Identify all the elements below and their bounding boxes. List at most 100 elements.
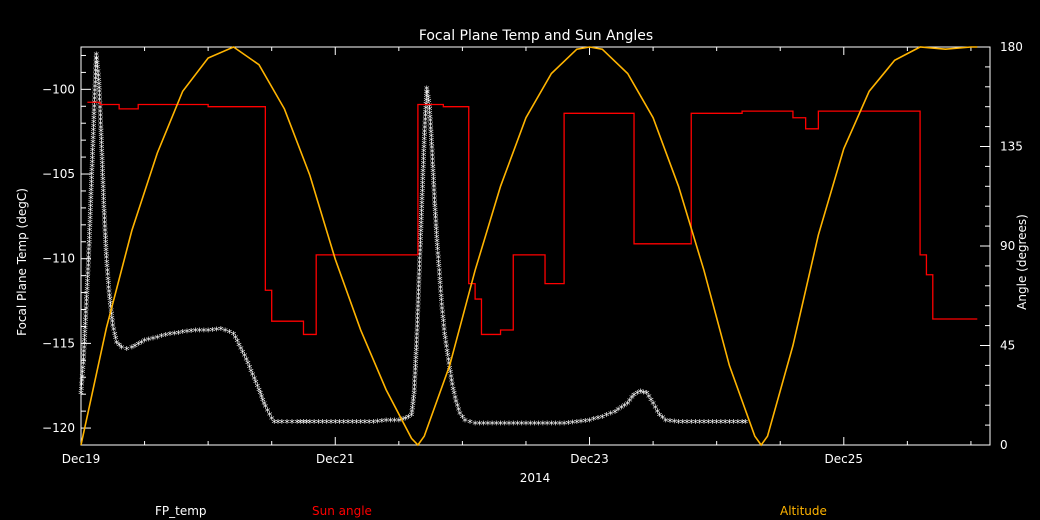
fp-temp-point: * (411, 388, 417, 401)
fp-temp-point: * (89, 165, 95, 178)
fp-temp-point: * (84, 288, 90, 301)
fp-temp-point: * (417, 250, 423, 263)
fp-temp-point: * (420, 162, 426, 175)
fp-temp-point: * (81, 354, 87, 367)
fp-temp-point: * (92, 101, 98, 114)
fp-temp-point: * (448, 367, 454, 380)
fp-temp-point: * (86, 253, 92, 266)
fp-temp-point: * (430, 154, 436, 167)
fp-temp-point: * (84, 292, 90, 305)
fp-temp-point: * (104, 257, 110, 270)
fp-temp-point: * (489, 419, 495, 432)
fp-temp-point: * (417, 266, 423, 279)
fp-temp-point: * (420, 174, 426, 187)
fp-temp-point: * (595, 413, 601, 426)
fp-temp-point: * (78, 388, 84, 401)
fp-temp-point: * (587, 415, 593, 428)
fp-temp-point: * (320, 417, 326, 430)
fp-temp-point: * (245, 358, 251, 371)
fp-temp-point: * (263, 402, 269, 415)
y2-tick-label: 135 (1000, 140, 1023, 154)
fp-temp-point: * (583, 416, 589, 429)
fp-temp-point: * (93, 57, 99, 70)
fp-temp-point: * (298, 417, 304, 430)
fp-temp-point: * (105, 265, 111, 278)
fp-temp-point: * (307, 417, 313, 430)
fp-temp-point: * (94, 49, 100, 62)
fp-temp-point: * (98, 110, 104, 123)
fp-temp-point: * (163, 330, 169, 343)
fp-temp-point: * (354, 417, 360, 430)
fp-temp-point: * (80, 359, 86, 372)
fp-temp-point: * (413, 353, 419, 366)
fp-temp-point: * (419, 214, 425, 227)
fp-temp-point: * (536, 419, 542, 432)
fp-temp-point: * (82, 335, 88, 348)
fp-temp-point: * (412, 369, 418, 382)
fp-temp-point: * (167, 329, 173, 342)
fp-temp-point: * (96, 83, 102, 96)
fp-temp-point: * (428, 116, 434, 129)
fp-temp-point: * (718, 417, 724, 430)
fp-temp-point: * (106, 278, 112, 291)
fp-temp-point: * (250, 370, 256, 383)
fp-temp-point: * (422, 126, 428, 139)
fp-temp-point: * (82, 339, 88, 352)
fp-temp-point: * (82, 331, 88, 344)
fp-temp-point: * (428, 120, 434, 133)
fp-temp-point: * (114, 337, 120, 350)
fp-temp-point: * (201, 326, 207, 339)
fp-temp-point: * (102, 214, 108, 227)
fp-temp-point: * (557, 419, 563, 432)
fp-temp-point: * (415, 313, 421, 326)
fp-temp-point: * (434, 224, 440, 237)
fp-temp-point: * (735, 417, 741, 430)
fp-temp-point: * (419, 210, 425, 223)
fp-temp-point: * (92, 89, 98, 102)
fp-temp-point: * (638, 386, 644, 399)
fp-temp-point: * (436, 261, 442, 274)
fp-temp-point: * (422, 119, 428, 132)
fp-temp-point: * (99, 142, 105, 155)
fp-temp-point: * (439, 299, 445, 312)
fp-temp-point: * (423, 103, 429, 116)
fp-temp-point: * (102, 218, 108, 231)
fp-temp-point: * (435, 240, 441, 253)
fp-temp-point: * (248, 366, 254, 379)
fp-temp-point: * (431, 182, 437, 195)
fp-temp-point: * (83, 307, 89, 320)
fp-temp-point: * (416, 282, 422, 295)
fp-temp-point: * (462, 415, 468, 428)
fp-temp-point: * (411, 392, 417, 405)
fp-temp-point: * (437, 270, 443, 283)
fp-temp-point: * (96, 79, 102, 92)
y2-tick-label: 0 (1000, 438, 1008, 452)
fp-temp-point: * (615, 405, 621, 418)
fp-temp-point: * (242, 351, 248, 364)
fp-temp-point: * (409, 410, 415, 423)
fp-temp-point: * (324, 417, 330, 430)
fp-temp-point: * (99, 146, 105, 159)
fp-temp-point: * (420, 170, 426, 183)
fp-temp-point: * (648, 395, 654, 408)
fp-temp-point: * (412, 376, 418, 389)
fp-temp-point: * (414, 337, 420, 350)
fp-temp-point: * (240, 347, 246, 360)
fp-temp-point: * (135, 339, 141, 352)
fp-temp-point: * (86, 245, 92, 258)
y2-tick-label: 90 (1000, 239, 1015, 253)
fp-temp-point: * (97, 87, 103, 100)
fp-temp-point: * (85, 280, 91, 293)
fp-temp-point: * (422, 134, 428, 147)
fp-temp-point: * (244, 354, 250, 367)
fp-temp-point: * (96, 75, 102, 88)
fp-temp-point: * (256, 385, 262, 398)
fp-temp-point: * (93, 61, 99, 74)
fp-temp-point: * (416, 278, 422, 291)
fp-temp-point: * (93, 65, 99, 78)
fp-temp-point: * (608, 409, 614, 422)
fp-temp-point: * (103, 249, 109, 262)
fp-temp-point: * (622, 400, 628, 413)
fp-temp-point: * (423, 107, 429, 120)
